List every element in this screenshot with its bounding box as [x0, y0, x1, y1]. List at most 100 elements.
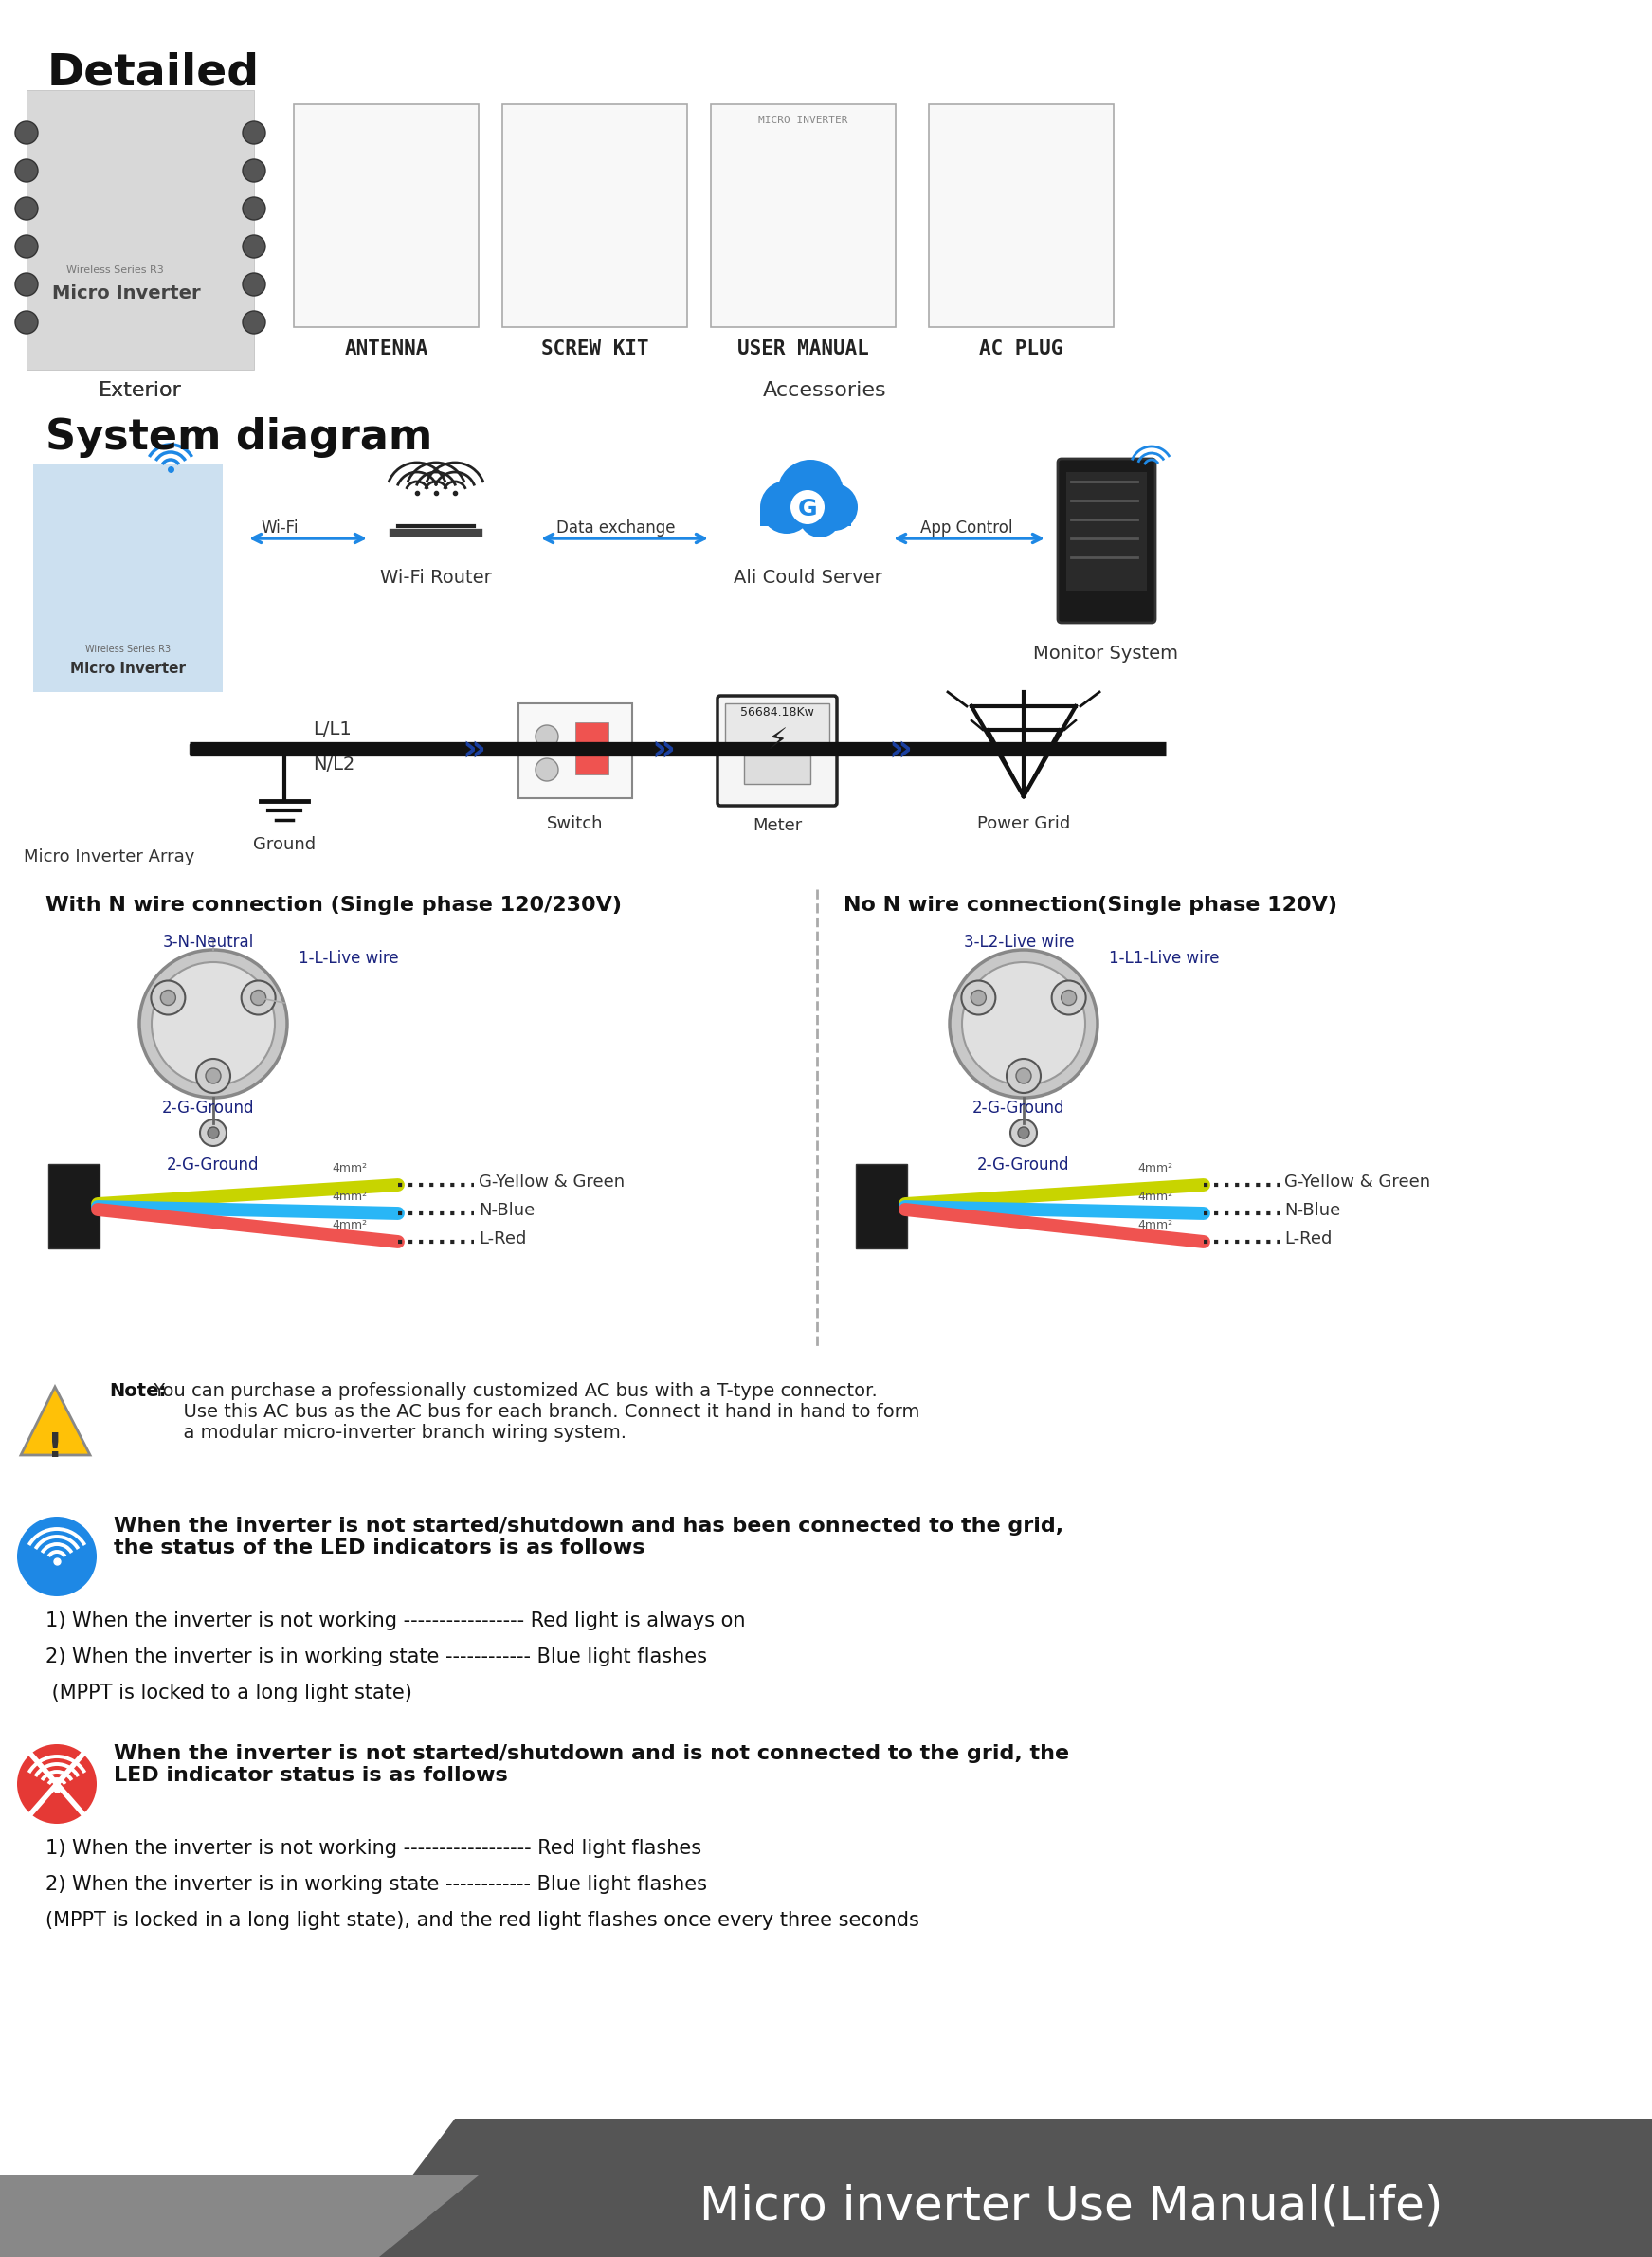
Circle shape	[251, 991, 266, 1004]
Circle shape	[1061, 991, 1077, 1004]
Text: Detailed: Detailed	[48, 52, 259, 95]
Circle shape	[15, 196, 38, 219]
Text: G-Yellow & Green: G-Yellow & Green	[479, 1174, 624, 1192]
Circle shape	[811, 483, 857, 530]
Text: N-Blue: N-Blue	[1284, 1203, 1340, 1219]
Circle shape	[961, 961, 1085, 1086]
Text: Ali Could Server: Ali Could Server	[733, 569, 882, 587]
FancyBboxPatch shape	[710, 104, 895, 327]
FancyBboxPatch shape	[502, 104, 687, 327]
Text: ANTENNA: ANTENNA	[344, 339, 428, 359]
FancyBboxPatch shape	[928, 104, 1113, 327]
Text: Wireless Series R3: Wireless Series R3	[66, 266, 164, 275]
Text: SCREW KIT: SCREW KIT	[540, 339, 649, 359]
Text: 3-N-Neutral: 3-N-Neutral	[164, 934, 254, 950]
Circle shape	[150, 980, 185, 1016]
Text: 1-L1-Live wire: 1-L1-Live wire	[1108, 950, 1219, 966]
FancyBboxPatch shape	[33, 465, 223, 693]
Text: Meter: Meter	[752, 817, 801, 835]
Circle shape	[961, 980, 996, 1016]
Circle shape	[197, 1059, 230, 1092]
Polygon shape	[350, 2119, 1652, 2257]
Text: You can purchase a professionally customized AC bus with a T-type connector.
   : You can purchase a professionally custom…	[149, 1381, 920, 1442]
Text: L-Red: L-Red	[1284, 1230, 1332, 1248]
Text: Micro Inverter: Micro Inverter	[53, 284, 200, 302]
Text: 2-G-Ground: 2-G-Ground	[973, 1099, 1066, 1117]
Circle shape	[243, 235, 266, 257]
Circle shape	[205, 1068, 221, 1083]
Text: App Control: App Control	[920, 519, 1013, 537]
Text: 2-G-Ground: 2-G-Ground	[978, 1156, 1070, 1174]
Circle shape	[200, 1119, 226, 1147]
Text: »: »	[889, 731, 912, 767]
FancyBboxPatch shape	[48, 1165, 99, 1248]
Text: Ground: Ground	[253, 835, 316, 853]
FancyBboxPatch shape	[1057, 458, 1155, 623]
Circle shape	[535, 758, 558, 781]
Circle shape	[243, 160, 266, 183]
Circle shape	[208, 1126, 220, 1138]
Circle shape	[971, 991, 986, 1004]
Text: (MPPT is locked to a long light state): (MPPT is locked to a long light state)	[46, 1684, 411, 1702]
Text: 4mm²: 4mm²	[1137, 1192, 1173, 1203]
Circle shape	[15, 160, 38, 183]
Text: 4mm²: 4mm²	[1137, 1162, 1173, 1174]
Circle shape	[535, 724, 558, 747]
Text: G: G	[798, 497, 818, 521]
Text: 1) When the inverter is not working ----------------- Red light is always on: 1) When the inverter is not working ----…	[46, 1611, 745, 1630]
Text: 56684.18Kw: 56684.18Kw	[740, 706, 814, 718]
Text: Switch: Switch	[547, 815, 603, 833]
Circle shape	[15, 311, 38, 334]
Text: 3-L2-Live wire: 3-L2-Live wire	[963, 934, 1074, 950]
Circle shape	[243, 196, 266, 219]
Text: Exterior: Exterior	[99, 381, 182, 399]
Text: Micro Inverter Array: Micro Inverter Array	[23, 849, 195, 864]
Text: With N wire connection (Single phase 120/230V): With N wire connection (Single phase 120…	[46, 896, 621, 914]
FancyBboxPatch shape	[717, 695, 838, 806]
Circle shape	[1011, 1119, 1037, 1147]
Circle shape	[1006, 1059, 1041, 1092]
Circle shape	[243, 273, 266, 296]
Text: When the inverter is not started/shutdown and is not connected to the grid, the
: When the inverter is not started/shutdow…	[114, 1745, 1069, 1785]
Text: ⚡: ⚡	[767, 727, 788, 754]
Text: Note:: Note:	[109, 1381, 167, 1399]
Text: Power Grid: Power Grid	[976, 815, 1070, 833]
Text: N/L2: N/L2	[312, 756, 355, 774]
Circle shape	[15, 273, 38, 296]
Polygon shape	[21, 1386, 91, 1456]
Text: 4mm²: 4mm²	[332, 1219, 367, 1232]
Text: 2) When the inverter is in working state ------------ Blue light flashes: 2) When the inverter is in working state…	[46, 1876, 707, 1894]
Text: 4mm²: 4mm²	[332, 1192, 367, 1203]
Text: 4mm²: 4mm²	[1137, 1219, 1173, 1232]
Text: N-Blue: N-Blue	[479, 1203, 535, 1219]
Polygon shape	[190, 745, 246, 754]
FancyBboxPatch shape	[760, 508, 851, 526]
Text: USER MANUAL: USER MANUAL	[737, 339, 869, 359]
FancyBboxPatch shape	[26, 90, 254, 370]
Text: (MPPT is locked in a long light state), and the red light flashes once every thr: (MPPT is locked in a long light state), …	[46, 1912, 919, 1930]
Text: MICRO INVERTER: MICRO INVERTER	[758, 115, 847, 124]
FancyBboxPatch shape	[294, 104, 479, 327]
Text: 1) When the inverter is not working ------------------ Red light flashes: 1) When the inverter is not working ----…	[46, 1839, 702, 1858]
Circle shape	[950, 950, 1097, 1097]
Circle shape	[1052, 980, 1085, 1016]
Text: AC PLUG: AC PLUG	[980, 339, 1064, 359]
Circle shape	[160, 991, 175, 1004]
Text: Wi-Fi: Wi-Fi	[261, 519, 299, 537]
Text: Wireless Series R3: Wireless Series R3	[86, 646, 170, 655]
Text: System diagram: System diagram	[46, 418, 433, 458]
Text: Monitor System: Monitor System	[1034, 646, 1178, 664]
Circle shape	[241, 980, 276, 1016]
Text: When the inverter is not started/shutdown and has been connected to the grid,
th: When the inverter is not started/shutdow…	[114, 1517, 1064, 1557]
Text: 1-L-Live wire: 1-L-Live wire	[299, 950, 398, 966]
FancyBboxPatch shape	[856, 1165, 907, 1248]
Text: L/L1: L/L1	[312, 720, 352, 738]
Text: »: »	[651, 731, 676, 767]
Text: !: !	[48, 1431, 63, 1463]
Text: Micro inverter Use Manual(Life): Micro inverter Use Manual(Life)	[699, 2183, 1442, 2228]
Circle shape	[17, 1517, 97, 1596]
Circle shape	[152, 961, 274, 1086]
Polygon shape	[0, 2176, 479, 2257]
Circle shape	[139, 950, 287, 1097]
Circle shape	[1018, 1126, 1029, 1138]
